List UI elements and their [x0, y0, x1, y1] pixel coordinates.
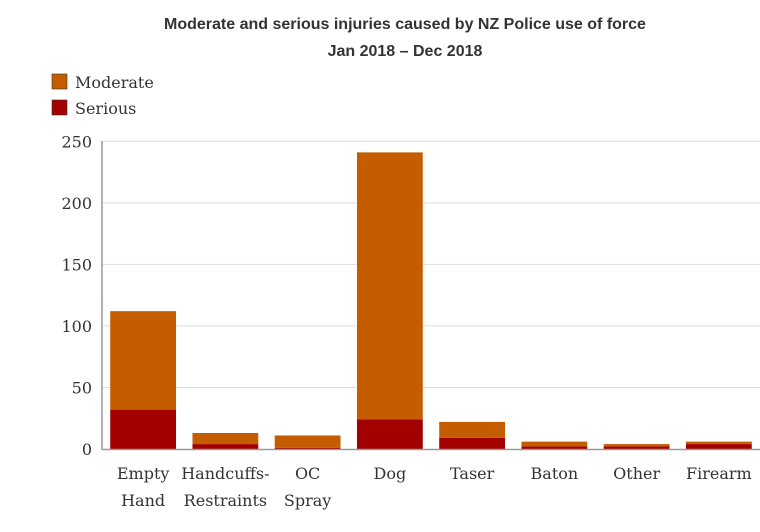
bar-moderate[interactable]: [603, 444, 670, 447]
bar-serious[interactable]: [274, 447, 341, 449]
bar-serious[interactable]: [192, 444, 259, 449]
bar-moderate[interactable]: [439, 421, 506, 438]
x-tick-label: Empty: [117, 464, 170, 483]
legend-swatch-serious: [51, 99, 68, 116]
bar-serious[interactable]: [110, 409, 177, 449]
bar-moderate[interactable]: [274, 435, 341, 448]
legend-label-moderate[interactable]: Moderate: [75, 73, 154, 92]
x-tick-label: Hand: [121, 491, 165, 510]
bar-serious[interactable]: [521, 446, 588, 449]
y-tick-label: 150: [61, 255, 92, 274]
x-tick-label: Taser: [450, 464, 495, 483]
bar-serious[interactable]: [439, 437, 506, 449]
y-tick-label: 200: [61, 194, 92, 213]
x-tick-label: Dog: [374, 464, 407, 483]
x-tick-label: Restraints: [184, 491, 267, 510]
legend-label-serious[interactable]: Serious: [75, 99, 136, 118]
bar-serious[interactable]: [685, 444, 752, 449]
bar-moderate[interactable]: [192, 432, 259, 445]
x-tick-label: Other: [613, 464, 660, 483]
x-tick-label: Handcuffs-: [181, 464, 269, 483]
x-tick-label: Firearm: [686, 464, 752, 483]
y-tick-label: 0: [82, 440, 92, 459]
chart-subtitle: Jan 2018 – Dec 2018: [328, 43, 483, 60]
x-tick-label: Spray: [284, 491, 331, 510]
bar-moderate[interactable]: [356, 152, 423, 420]
bar-moderate[interactable]: [110, 311, 177, 410]
bar-moderate[interactable]: [685, 441, 752, 445]
legend-swatch-moderate: [51, 73, 68, 90]
y-tick-label: 50: [72, 378, 92, 397]
chart-title: Moderate and serious injuries caused by …: [164, 16, 646, 33]
y-tick-label: 250: [61, 132, 92, 151]
y-tick-label: 100: [61, 317, 92, 336]
bar-serious[interactable]: [356, 419, 423, 449]
x-tick-label: Baton: [531, 464, 579, 483]
bar-serious[interactable]: [603, 446, 670, 449]
x-tick-label: OC: [295, 464, 320, 483]
bar-moderate[interactable]: [521, 441, 588, 447]
